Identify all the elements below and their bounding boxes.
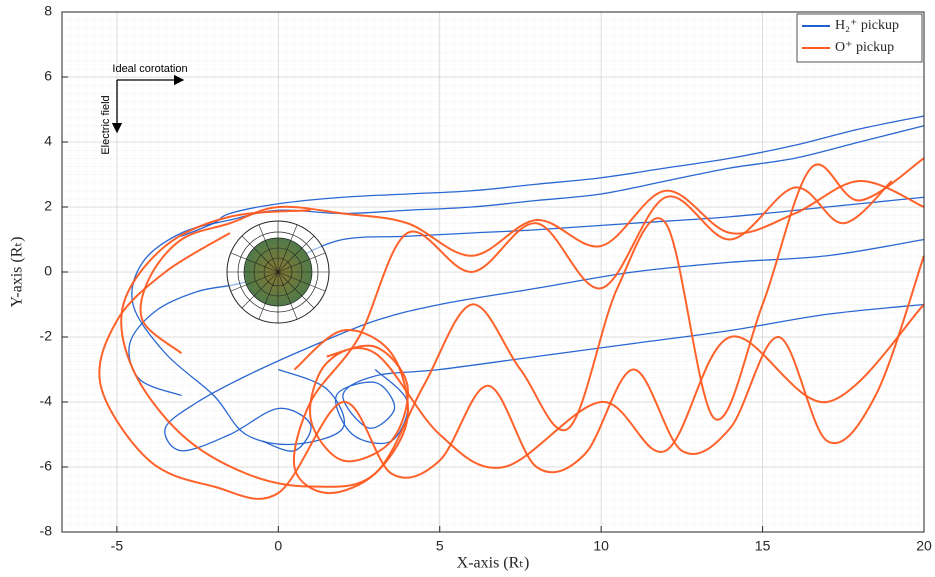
x-tick-label: 0: [274, 538, 282, 554]
y-tick-label: 4: [44, 133, 52, 149]
y-tick-label: -2: [40, 328, 53, 344]
annotation-arrows: [111, 74, 185, 134]
y-tick-label: 6: [44, 68, 52, 84]
trajectory: [309, 303, 925, 469]
y-tick-label: 0: [44, 263, 52, 279]
y-tick-label: -4: [40, 393, 53, 409]
x-tick-label: 20: [916, 538, 932, 554]
planet: [226, 220, 330, 324]
x-tick-label: 15: [755, 538, 771, 554]
trajectory: [335, 303, 925, 444]
trajectory: [98, 232, 925, 500]
annotation: Ideal corotation: [112, 63, 187, 75]
trajectory: [120, 157, 925, 488]
x-axis-label: X-axis (Rₜ): [457, 555, 530, 572]
y-tick-label: 2: [44, 198, 52, 214]
x-tick-label: 10: [593, 538, 609, 554]
y-tick-label: -6: [40, 458, 53, 474]
x-tick-label: -5: [111, 538, 124, 554]
legend-label: H₂⁺ pickup: [835, 18, 899, 33]
trajectory: [181, 115, 925, 237]
y-tick-label: -8: [40, 523, 53, 539]
annotation: Electric field: [100, 95, 112, 154]
x-tick-label: 5: [436, 538, 444, 554]
trajectory: [292, 180, 893, 495]
legend: H₂⁺ pickup O⁺ pickup: [796, 13, 923, 63]
legend-label: O⁺ pickup: [835, 40, 894, 55]
trajectory: [131, 125, 925, 446]
trajectory: [164, 238, 925, 452]
trajectory: [128, 196, 925, 397]
y-tick-label: 8: [44, 3, 52, 19]
trajectory: [139, 179, 925, 355]
y-axis-label: Y-axis (Rₜ): [9, 237, 26, 308]
